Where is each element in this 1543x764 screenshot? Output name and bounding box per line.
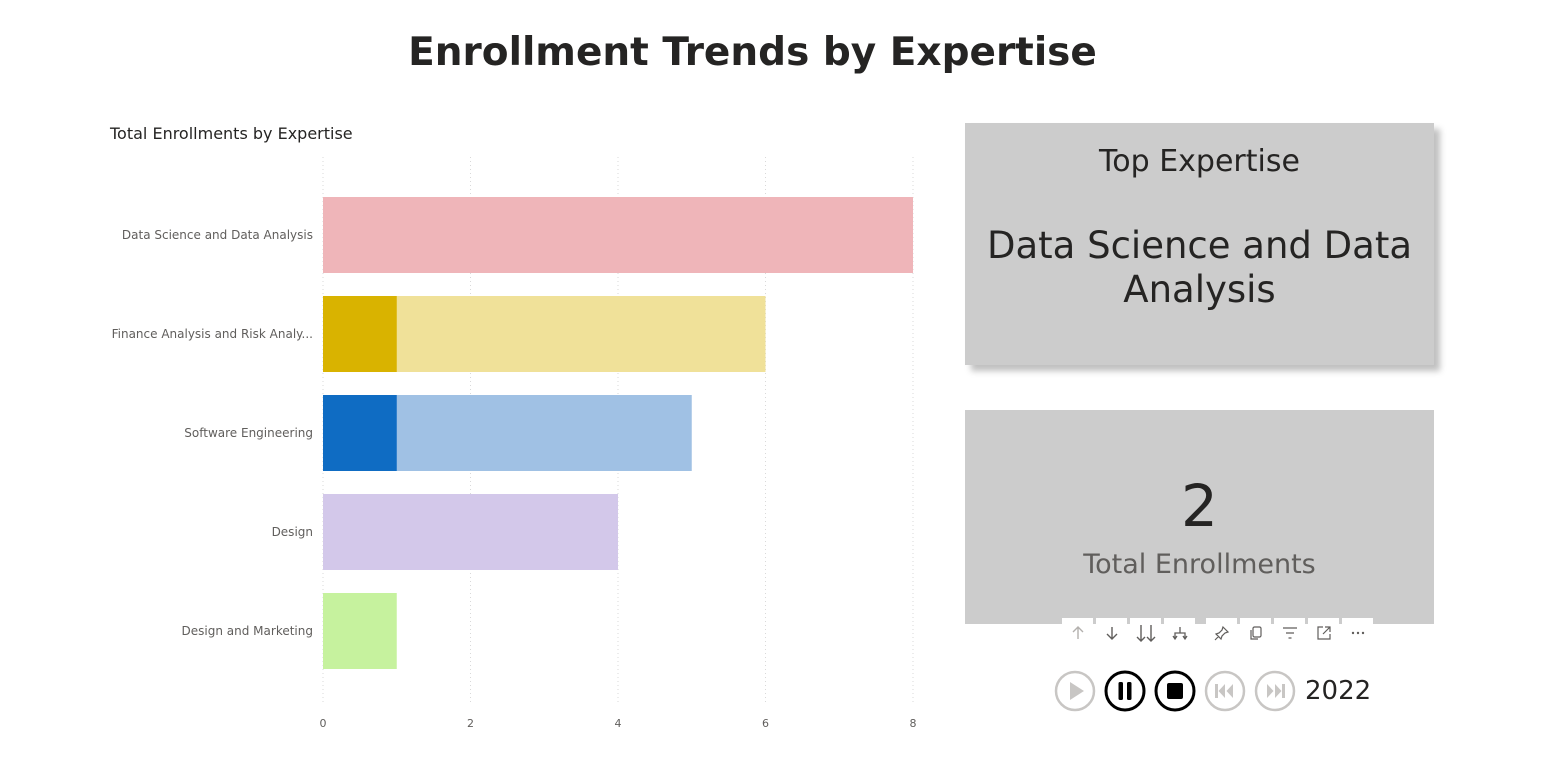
more-options-icon[interactable]: [1342, 618, 1373, 648]
top-expertise-label: Top Expertise: [1099, 144, 1300, 179]
x-tick-label: 8: [910, 717, 917, 730]
focus-mode-icon[interactable]: [1308, 618, 1339, 648]
skip-next-icon[interactable]: [1253, 669, 1297, 713]
play-axis: 2022: [1053, 668, 1371, 714]
kpi-value: 2: [1181, 472, 1218, 540]
copy-icon[interactable]: [1240, 618, 1271, 648]
top-expertise-card[interactable]: [965, 123, 1434, 365]
pin-icon[interactable]: [1206, 618, 1237, 648]
arrow-up-icon[interactable]: [1062, 618, 1093, 648]
total-enrollments-card[interactable]: [965, 410, 1434, 624]
category-label: Data Science and Data Analysis: [122, 228, 313, 242]
play-axis-year: 2022: [1305, 676, 1372, 706]
play-icon[interactable]: [1053, 669, 1097, 713]
category-label: Finance Analysis and Risk Analy...: [112, 327, 313, 341]
double-arrow-down-icon[interactable]: [1130, 618, 1161, 648]
pause-icon[interactable]: [1103, 669, 1147, 713]
x-tick-label: 2: [467, 717, 474, 730]
category-label: Design: [272, 525, 313, 539]
category-label: Design and Marketing: [182, 624, 313, 638]
bar-highlight[interactable]: [323, 296, 397, 372]
visual-header-toolbar: [1062, 618, 1376, 648]
chart-title: Total Enrollments by Expertise: [110, 124, 353, 143]
skip-previous-icon[interactable]: [1203, 669, 1247, 713]
bar[interactable]: [323, 593, 397, 669]
top-expertise-value: Data Science and Data Analysis: [986, 224, 1412, 311]
arrow-down-icon[interactable]: [1096, 618, 1127, 648]
bar[interactable]: [323, 197, 913, 273]
x-tick-label: 4: [615, 717, 622, 730]
bar[interactable]: [323, 494, 618, 570]
x-tick-label: 6: [762, 717, 769, 730]
x-tick-label: 0: [320, 717, 327, 730]
bar-highlight[interactable]: [323, 395, 397, 471]
filter-icon[interactable]: [1274, 618, 1305, 648]
bar-chart: 0 2 4 6 8 Data Science and Data Analysis Finan…: [112, 157, 917, 730]
expand-hierarchy-icon[interactable]: [1164, 618, 1195, 648]
category-label: Software Engineering: [184, 426, 313, 440]
stop-icon[interactable]: [1153, 669, 1197, 713]
page-title: Enrollment Trends by Expertise: [408, 30, 1097, 75]
kpi-label: Total Enrollments: [1083, 549, 1316, 580]
